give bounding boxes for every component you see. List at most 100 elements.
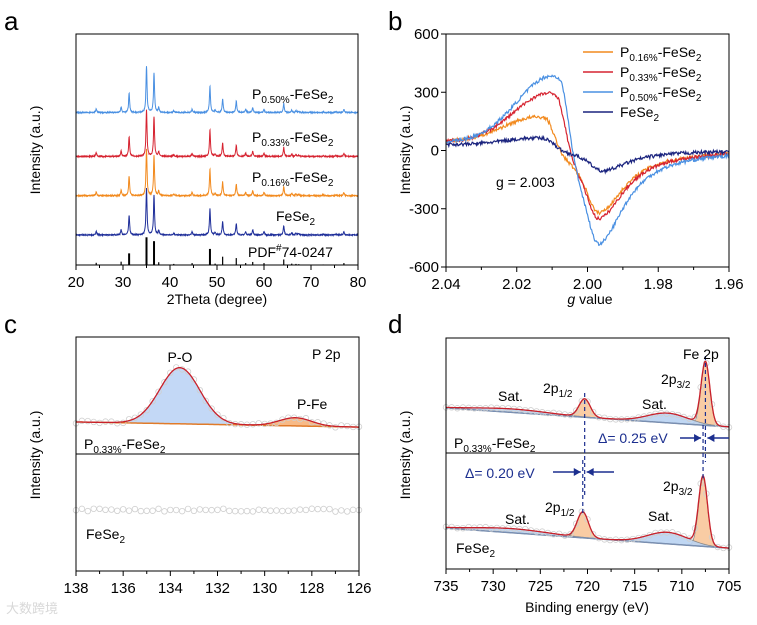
data-point [267,507,274,514]
data-point [78,505,86,513]
epr-series-P0.33%-FeSe2 [445,91,730,221]
data-point [125,507,133,514]
data-point [114,507,121,515]
data-point [167,369,174,377]
data-point [686,535,693,542]
data-point [167,506,174,514]
data-point [143,406,150,414]
c-title: P 2p [312,346,341,362]
b-y-tick-label: -600 [409,259,439,276]
data-point [572,520,580,527]
data-point [114,420,121,427]
d-x-tick-label: 730 [481,578,506,595]
d-x-tick-label: 710 [669,578,694,595]
data-point [190,507,198,515]
data-point [149,398,156,405]
data-point [214,411,221,418]
data-point [231,507,239,515]
b-legend: P0.16%-FeSe2 P0.33%-FeSe2 P0.50%-FeSe2 F… [583,44,702,124]
data-point [108,418,115,425]
a-label-fese2: FeSe2 [276,208,315,228]
data-point [196,386,204,394]
legend-label-p050: P0.50%-FeSe2 [620,84,702,104]
data-point [332,424,339,431]
b-x-tick-label: 2.04 [431,276,460,293]
a-y-axis-title: Intensity (a.u.) [27,106,43,195]
panel-letter-b: b [388,6,402,36]
data-point [255,506,262,513]
data-point [226,507,233,515]
data-point [320,505,327,513]
data-point [155,505,162,513]
data-point [578,508,586,515]
d-x-tick-label: 735 [433,578,458,595]
data-point [214,506,221,514]
data-point [714,420,721,428]
c-label-p033: P0.33%-FeSe2 [84,436,166,456]
panel-letter-a: a [4,6,19,36]
c-x-tick-label: 138 [63,580,88,597]
arrow-right-fe12-head [573,468,581,476]
component-P-Fe [76,417,359,428]
d-x-tick-label: 725 [528,578,553,595]
data-point [78,417,86,425]
envelope-fit-FeSe2 [445,475,729,549]
d-y-axis-title: Intensity (a.u.) [397,411,413,500]
a-x-tick-label: 50 [209,274,226,291]
b-x-tick-label: 2.02 [502,276,531,293]
data-point [338,507,345,514]
d-x-tick-label: 715 [622,578,647,595]
d-bottom-2p32: 2p3/2 [663,478,693,498]
epr-series-FeSe2 [445,134,730,175]
watermark: 大数跨境 [6,601,58,616]
data-point [290,507,298,514]
panel-c-xps-p2p: 138 136 134 132 130 128 126 [63,336,372,597]
b-x-tick-label: 2.00 [573,276,602,293]
background-line [75,421,359,428]
c-label-fese2: FeSe2 [86,526,125,546]
b-y-tick-label: -300 [409,201,439,218]
data-point [178,507,186,515]
arrow-left-fe32-head [707,434,715,442]
d-shift-label-fe32: Δ= 0.25 eV [598,430,668,446]
a-label-p033: P0.33%-FeSe2 [252,129,334,149]
data-point [143,507,150,515]
data-point [202,397,209,405]
data-point [249,508,257,515]
panel-letter-c: c [4,309,17,339]
component-P-O [76,367,359,428]
data-point [237,508,245,515]
data-point [155,388,162,395]
xrd-series-FeSe2 [75,187,359,238]
b-x-axis-title: g value [567,291,612,307]
data-point [561,532,569,539]
epr-series-P0.50%-FeSe2 [445,74,730,247]
xrd-series-P0.33%-FeSe2 [75,109,359,159]
b-y-tick-label: 300 [414,84,439,101]
legend-label-p033: P0.33%-FeSe2 [620,64,702,84]
panel-b-epr: 2.04 2.02 2.00 1.98 1.96 600 300 0 -300 -600 [409,26,744,293]
data-point [190,376,198,383]
data-point [338,422,345,429]
d-label-p033: P0.33%-FeSe2 [454,435,536,455]
d-label-fese2: FeSe2 [456,540,495,560]
data-point [149,507,156,514]
data-point [102,506,109,514]
a-label-p050: P0.50%-FeSe2 [252,86,334,106]
d-top-2p32: 2p3/2 [661,371,691,391]
arrow-left-fe12-head [586,468,594,476]
b-g-annotation: g = 2.003 [496,174,555,190]
c-x-tick-label: 126 [346,580,371,597]
a-plot-frame [75,33,359,266]
d-shift-label-fe12: Δ= 0.20 eV [465,465,535,481]
data-point [567,530,574,538]
data-point [184,368,192,375]
data-point [273,507,280,514]
c-x-tick-label: 134 [158,580,183,597]
data-point [344,422,351,430]
xrd-series-P0.50%-FeSe2 [75,66,359,115]
data-point [208,506,215,514]
c-x-tick-label: 136 [111,580,136,597]
data-point [255,420,262,427]
a-x-tick-label: 60 [256,274,273,291]
